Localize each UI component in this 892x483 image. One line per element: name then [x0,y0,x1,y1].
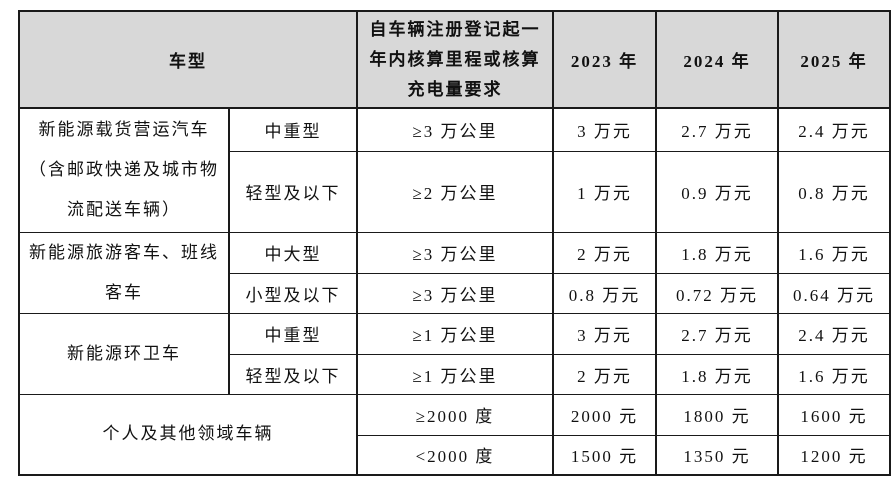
requirement-cell: <2000 度 [356,434,554,476]
requirement-cell: ≥2 万公里 [356,150,554,233]
value-2024-cell: 1.8 万元 [655,231,779,274]
value-2023-cell: 2 万元 [552,353,657,395]
requirement-cell: ≥2000 度 [356,393,554,436]
value-2024-cell: 1800 元 [655,393,779,436]
value-2025-cell: 1200 元 [777,434,891,476]
header-year-2024: 2024 年 [655,10,779,109]
table-row: 新能源载货营运汽车（含邮政快递及城市物流配送车辆） 中重型 ≥3 万公里 3 万… [18,107,891,233]
value-2025-cell: 2.4 万元 [777,312,891,355]
value-2023-cell: 2 万元 [552,231,657,274]
requirement-cell: ≥1 万公里 [356,312,554,355]
category-tour-buses: 新能源旅游客车、班线客车 [18,231,230,314]
subtype-cell: 轻型及以下 [228,150,358,233]
subtype-cell: 中重型 [228,107,358,152]
subtype-cell: 中重型 [228,312,358,355]
subtype-cell: 小型及以下 [228,272,358,314]
subtype-cell: 轻型及以下 [228,353,358,395]
value-2025-cell: 1.6 万元 [777,231,891,274]
subtype-cell: 中大型 [228,231,358,274]
value-2023-cell: 0.8 万元 [552,272,657,314]
header-requirement: 自车辆注册登记起一年内核算里程或核算充电量要求 [356,10,554,109]
table-row: <2000 度 1500 元 1350 元 1200 元 [19,434,891,476]
value-2024-cell: 1350 元 [655,434,779,476]
header-year-2025: 2025 年 [777,10,891,109]
table-row: 新能源环卫车 中重型 ≥1 万公里 3 万元 2.7 万元 2.4 万元 [18,312,891,395]
value-2023-cell: 1 万元 [552,150,657,233]
value-2024-cell: 1.8 万元 [655,353,779,395]
value-2025-cell: 0.8 万元 [777,150,891,233]
value-2024-cell: 2.7 万元 [655,107,779,152]
table-row: 轻型及以下 ≥1 万公里 2 万元 1.8 万元 1.6 万元 [19,353,891,395]
subsidy-table-container: 车型 自车辆注册登记起一年内核算里程或核算充电量要求 2023 年 2024 年… [18,10,891,476]
table-row: 轻型及以下 ≥2 万公里 1 万元 0.9 万元 0.8 万元 [19,150,891,233]
requirement-cell: ≥3 万公里 [356,107,554,152]
value-2025-cell: 1600 元 [777,393,891,436]
value-2024-cell: 0.72 万元 [655,272,779,314]
value-2024-cell: 2.7 万元 [655,312,779,355]
ev-subsidy-table: 车型 自车辆注册登记起一年内核算里程或核算充电量要求 2023 年 2024 年… [18,10,891,476]
value-2025-cell: 2.4 万元 [777,107,891,152]
value-2023-cell: 2000 元 [552,393,657,436]
category-sanitation-vehicles: 新能源环卫车 [18,312,230,395]
table-row: 个人及其他领域车辆 ≥2000 度 2000 元 1800 元 1600 元 [18,393,891,476]
value-2023-cell: 1500 元 [552,434,657,476]
value-2024-cell: 0.9 万元 [655,150,779,233]
value-2023-cell: 3 万元 [552,107,657,152]
table-row: 小型及以下 ≥3 万公里 0.8 万元 0.72 万元 0.64 万元 [19,272,891,314]
header-row: 车型 自车辆注册登记起一年内核算里程或核算充电量要求 2023 年 2024 年… [18,10,891,109]
value-2025-cell: 1.6 万元 [777,353,891,395]
value-2023-cell: 3 万元 [552,312,657,355]
table-row: 新能源旅游客车、班线客车 中大型 ≥3 万公里 2 万元 1.8 万元 1.6 … [18,231,891,314]
category-freight-vehicles: 新能源载货营运汽车（含邮政快递及城市物流配送车辆） [18,107,230,233]
requirement-cell: ≥3 万公里 [356,272,554,314]
value-2025-cell: 0.64 万元 [777,272,891,314]
header-vehicle-type: 车型 [18,10,358,109]
requirement-cell: ≥3 万公里 [356,231,554,274]
category-personal-other-vehicles: 个人及其他领域车辆 [18,393,358,476]
requirement-cell: ≥1 万公里 [356,353,554,395]
header-year-2023: 2023 年 [552,10,657,109]
